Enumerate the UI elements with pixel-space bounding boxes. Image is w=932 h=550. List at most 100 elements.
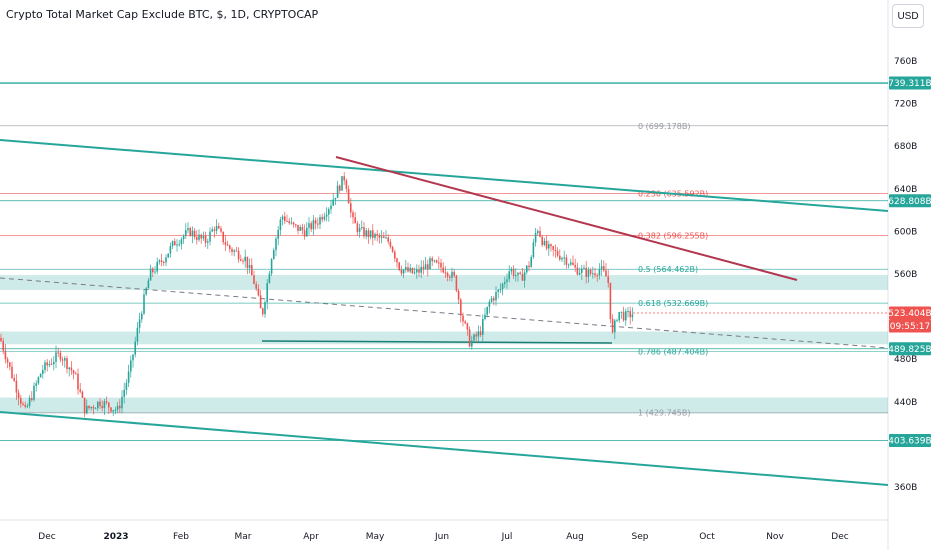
candle-body <box>143 294 145 314</box>
fib-label-0: 0 (699.178B) <box>638 122 690 131</box>
candle-body <box>2 341 4 351</box>
candle-body <box>343 176 345 181</box>
y-tick-label-7: 440B <box>894 398 917 408</box>
x-tick-label-5: May <box>366 532 385 542</box>
candle-body <box>314 220 317 224</box>
candle-body <box>167 253 169 258</box>
candle-body <box>358 228 361 232</box>
candle-body <box>70 367 73 371</box>
candle-body <box>297 224 299 231</box>
candle-body <box>68 367 70 370</box>
candle-body <box>369 230 372 238</box>
candle-body <box>567 264 570 266</box>
candle-body <box>354 217 356 224</box>
candle-body <box>35 383 37 386</box>
candle-body <box>222 231 224 243</box>
candle-body <box>453 271 455 276</box>
candle-body <box>444 272 447 274</box>
candle-body <box>508 271 510 280</box>
candle-body <box>226 244 229 246</box>
candle-body <box>253 275 255 285</box>
candle-body <box>451 271 453 278</box>
candle-body <box>264 302 266 315</box>
price-tag-1 <box>889 194 931 208</box>
candle-body <box>416 269 418 273</box>
candle-body <box>158 260 161 262</box>
y-tick-label-1: 720B <box>894 100 917 110</box>
candle-body <box>405 267 407 270</box>
candle-body <box>31 398 33 400</box>
channel-mid-line <box>0 277 889 349</box>
candle-body <box>13 377 15 381</box>
candle-body <box>299 227 301 231</box>
x-tick-label-0: Dec <box>38 532 55 542</box>
y-tick-label-5: 560B <box>894 270 917 280</box>
support-zone-0 <box>0 275 888 290</box>
candle-body <box>356 223 359 232</box>
candle-body <box>17 392 20 399</box>
y-tick-label-3: 640B <box>894 185 917 195</box>
candle-body <box>88 405 90 409</box>
candle-body <box>233 250 235 252</box>
candle-body <box>341 176 343 191</box>
candle-body <box>130 360 132 372</box>
candle-body <box>490 298 493 302</box>
candle-body <box>440 262 442 268</box>
candle-body <box>284 216 286 222</box>
candle-body <box>598 269 601 276</box>
x-tick-label-4: Apr <box>303 532 319 542</box>
candle-body <box>277 230 279 239</box>
candle-body <box>255 284 257 289</box>
candle-body <box>438 262 440 264</box>
price-tag-label-0: 739.311B <box>888 79 931 89</box>
candle-body <box>171 241 174 247</box>
candle-body <box>537 231 539 234</box>
x-tick-label-11: Nov <box>766 532 784 542</box>
candle-body <box>554 249 557 251</box>
candle-body <box>620 311 623 313</box>
candle-body <box>110 407 112 412</box>
candle-body <box>191 230 194 236</box>
candle-body <box>504 281 506 284</box>
candle-body <box>145 288 147 295</box>
candle-body <box>407 267 409 272</box>
candle-body <box>383 236 385 238</box>
candle-body <box>242 260 244 262</box>
candle-body <box>121 396 123 409</box>
candle-body <box>510 268 513 272</box>
candle-body <box>501 283 504 290</box>
candle-body <box>541 236 543 245</box>
candle-body <box>398 262 400 270</box>
y-tick-label-2: 680B <box>894 142 917 152</box>
candle-body <box>486 306 488 315</box>
currency-button[interactable]: USD <box>892 4 924 28</box>
candle-body <box>57 352 59 354</box>
candle-body <box>603 266 605 271</box>
candle-body <box>627 311 629 313</box>
candle-body <box>246 256 249 268</box>
candle-body <box>149 268 152 281</box>
candle-body <box>147 280 150 289</box>
candle-body <box>134 341 136 355</box>
candle-body <box>237 250 240 260</box>
candle-body <box>251 265 253 276</box>
candle-body <box>367 230 370 238</box>
fib-label-3: 0.5 (564.462B) <box>638 265 698 274</box>
x-tick-label-9: Sep <box>632 532 649 542</box>
candle-body <box>213 229 216 231</box>
candle-body <box>374 233 376 238</box>
candle-body <box>103 401 106 409</box>
candle-body <box>99 401 101 406</box>
price-tag-0 <box>889 76 931 90</box>
candle-body <box>622 311 625 321</box>
candle-body <box>499 289 502 291</box>
candle-body <box>530 257 532 268</box>
price-tag-label-5: 403.639B <box>888 437 931 447</box>
candle-body <box>345 180 348 190</box>
support-zone-2 <box>0 397 888 414</box>
candle-body <box>112 410 114 412</box>
candle-body <box>270 259 273 274</box>
candle-body <box>125 382 128 390</box>
